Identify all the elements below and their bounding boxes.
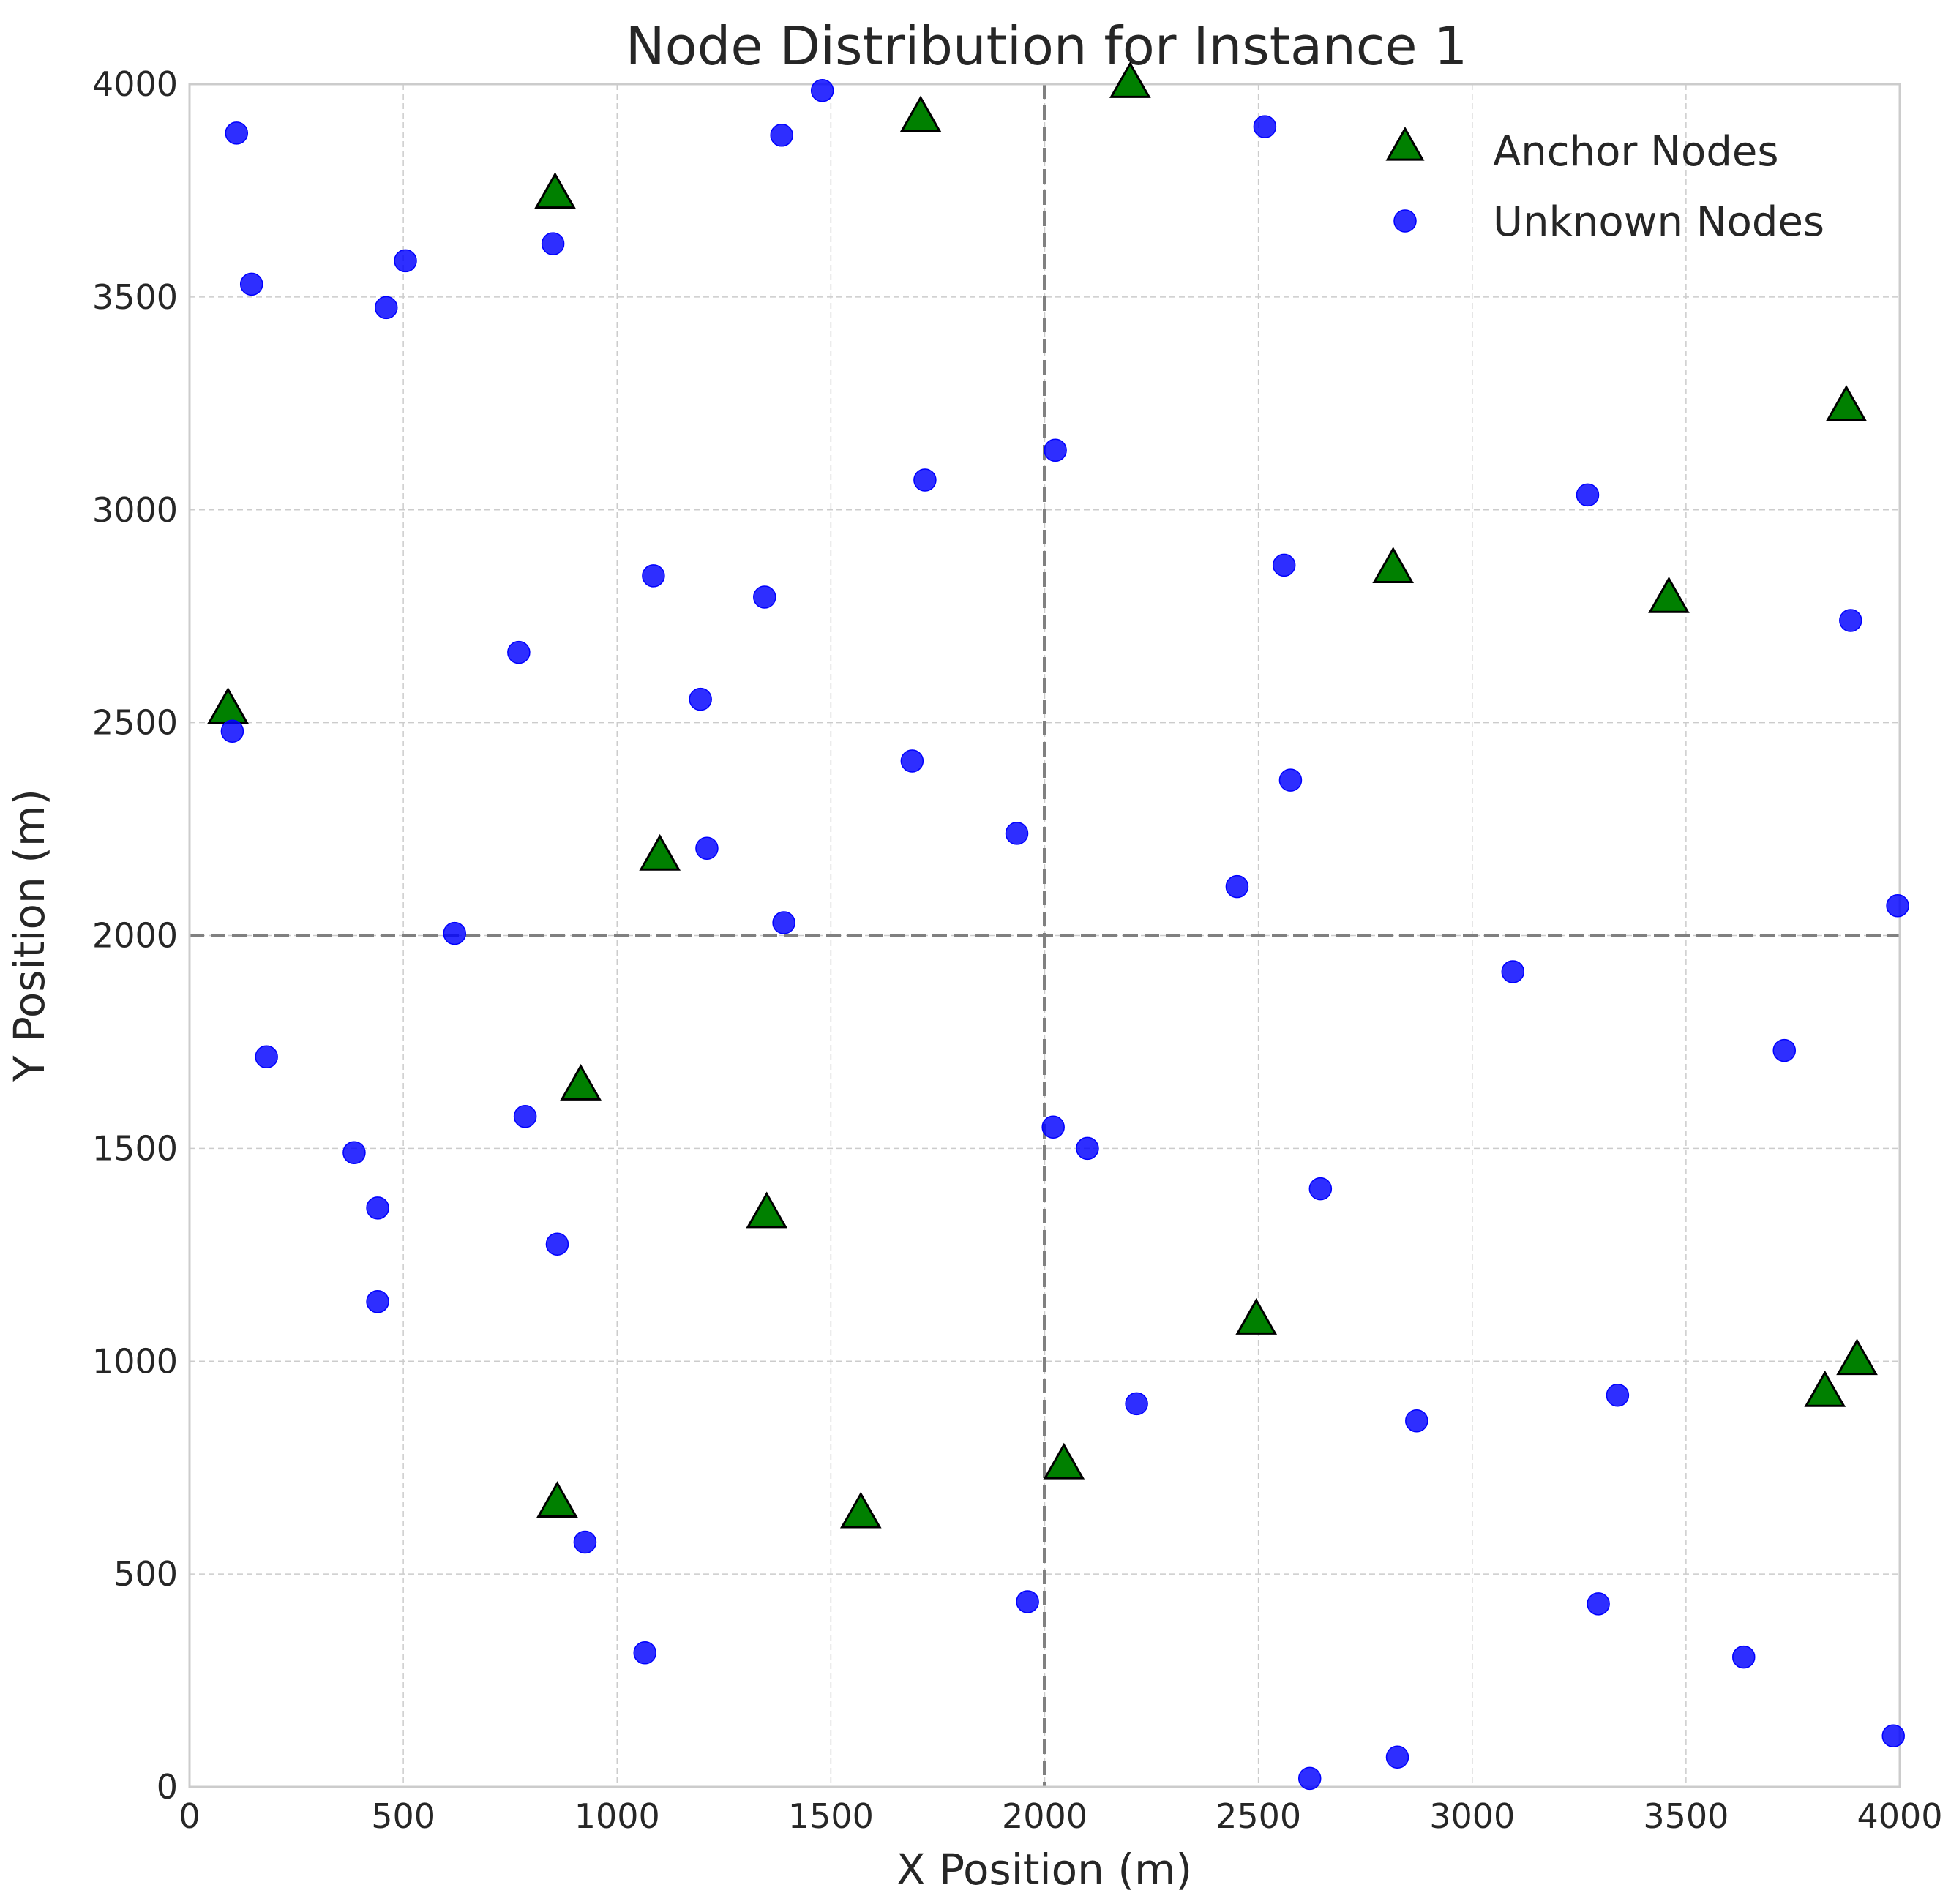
unknown-node-point (342, 1141, 366, 1164)
unknown-node-point (1731, 1645, 1756, 1669)
anchor-node-point (1825, 385, 1868, 421)
anchor-node-point (1109, 61, 1151, 98)
unknown-node-point (443, 921, 466, 945)
anchor-node-point (536, 1481, 578, 1518)
anchor-node-point (560, 1063, 602, 1101)
x-tick-label: 2500 (1216, 1796, 1301, 1836)
unknown-node-point (1405, 1409, 1428, 1433)
x-tick-label: 500 (371, 1796, 435, 1836)
y-tick-label: 2500 (92, 703, 178, 743)
chart-title: Node Distribution for Instance 1 (626, 15, 1468, 77)
unknown-node-point (1576, 483, 1600, 507)
x-tick-label: 3500 (1643, 1796, 1729, 1836)
y-tick-label: 3000 (92, 490, 178, 530)
anchor-node-point (207, 687, 249, 724)
unknown-node-point (375, 296, 398, 320)
unknown-node-point (770, 124, 793, 147)
anchor-node-point (1648, 576, 1690, 613)
anchor-node-point (899, 95, 942, 132)
unknown-node-point (1886, 894, 1909, 918)
anchor-node-point (639, 833, 681, 871)
unknown-node-point (1587, 1592, 1610, 1616)
anchor-node-point (1235, 1297, 1278, 1335)
unknown-node-point (695, 836, 719, 860)
unknown-node-point (366, 1290, 389, 1313)
unknown-node-point (1308, 1177, 1333, 1201)
y-tick-label: 2000 (92, 916, 178, 956)
anchor-node-point (1836, 1338, 1878, 1376)
unknown-node-point (394, 249, 417, 273)
unknown-node-point (1272, 553, 1296, 577)
unknown-node-point (900, 749, 924, 773)
y-tick-label: 1500 (92, 1128, 178, 1168)
y-tick-label: 3500 (92, 277, 178, 317)
x-tick-label: 0 (179, 1796, 200, 1836)
unknown-node-point (513, 1104, 537, 1128)
data-points (207, 61, 1909, 1791)
legend: Anchor Nodes Unknown Nodes (1385, 126, 1824, 246)
unknown-node-point (255, 1045, 278, 1069)
unknown-node-point (1005, 822, 1029, 845)
anchor-node-point (839, 1491, 882, 1529)
unknown-node-point (366, 1196, 389, 1220)
anchor-node-point (1372, 547, 1415, 584)
x-tick-label: 3000 (1429, 1796, 1515, 1836)
legend-label: Unknown Nodes (1493, 198, 1824, 246)
unknown-node-point (1278, 768, 1303, 792)
unknown-node-point (545, 1232, 569, 1256)
unknown-node-point (507, 640, 531, 664)
unknown-node-point (1297, 1766, 1322, 1791)
legend-marker-anchor (1385, 126, 1425, 161)
x-tick-label: 1000 (574, 1796, 660, 1836)
x-tick-label: 4000 (1857, 1796, 1942, 1836)
unknown-node-point (1044, 438, 1067, 462)
unknown-node-point (1501, 960, 1525, 983)
y-tick-label: 500 (113, 1554, 178, 1594)
legend-marker-unknown (1393, 209, 1417, 233)
y-tick-label: 4000 (92, 64, 178, 104)
unknown-node-point (1606, 1384, 1630, 1407)
y-tick-label: 0 (157, 1767, 178, 1807)
x-tick-label: 1500 (788, 1796, 874, 1836)
unknown-node-point (1125, 1392, 1148, 1416)
unknown-node-point (1772, 1038, 1797, 1062)
reference-lines (190, 84, 1900, 1787)
unknown-node-point (1839, 609, 1862, 632)
x-tick-label: 2000 (1002, 1796, 1087, 1836)
unknown-node-point (642, 564, 665, 588)
unknown-node-point (541, 232, 565, 255)
unknown-node-point (239, 272, 263, 296)
unknown-node-point (1253, 115, 1277, 138)
unknown-node-point (753, 585, 776, 609)
unknown-node-point (1385, 1745, 1409, 1769)
y-axis-label: Y Position (m) (4, 789, 54, 1082)
unknown-node-point (1041, 1115, 1065, 1139)
unknown-node-point (689, 687, 712, 711)
unknown-node-point (772, 911, 795, 934)
anchor-node-point (534, 172, 576, 209)
anchor-node-point (1804, 1370, 1846, 1407)
anchor-node-point (1043, 1442, 1085, 1480)
unknown-node-point (220, 719, 244, 743)
unknown-node-point (1076, 1136, 1099, 1161)
unknown-node-point (1881, 1724, 1905, 1747)
unknown-node-point (810, 78, 834, 102)
unknown-node-point (1016, 1590, 1039, 1613)
x-axis-label: X Position (m) (896, 1845, 1192, 1894)
plot-frame (188, 83, 1901, 1788)
anchor-node-point (746, 1191, 788, 1229)
unknown-node-point (913, 468, 937, 492)
tick-labels: 0 500 1000 1500 2000 2500 3000 3500 4000 0 500 1000… (92, 64, 1943, 1836)
unknown-node-point (573, 1530, 597, 1554)
unknown-node-point (225, 121, 249, 145)
unknown-node-point (633, 1641, 656, 1665)
y-tick-label: 1000 (92, 1341, 178, 1381)
legend-label: Anchor Nodes (1493, 128, 1779, 176)
unknown-node-point (1225, 874, 1249, 899)
